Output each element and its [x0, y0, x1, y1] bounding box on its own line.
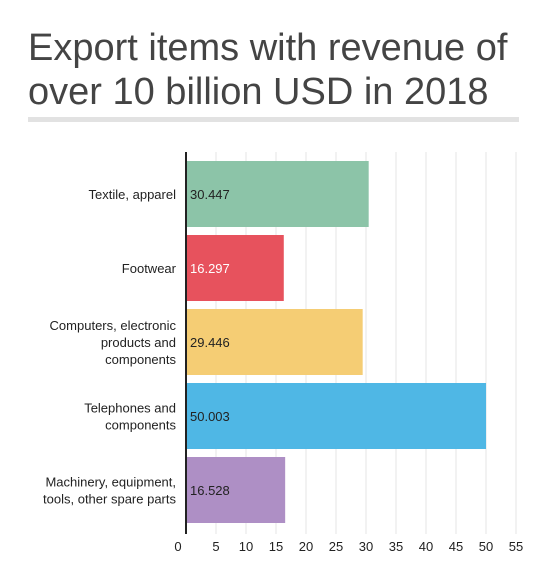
bar: [186, 235, 284, 301]
category-label: Computers, electronic products and compone…: [50, 318, 177, 367]
value-label: 29.446: [190, 335, 230, 350]
category-label: Telephones and components: [84, 401, 176, 433]
category-labels: Textile, apparel Footwear Computers, elect…: [43, 187, 177, 507]
x-tick-label: 20: [299, 539, 313, 554]
category-label: Footwear: [122, 261, 177, 276]
x-tick-label: 15: [269, 539, 283, 554]
x-tick-label: 50: [479, 539, 493, 554]
category-label-line: components: [105, 352, 176, 367]
bar: [186, 161, 369, 227]
x-tick-label: 45: [449, 539, 463, 554]
chart-title: Export items with revenue of over 10 bil…: [28, 27, 508, 113]
bar: [186, 457, 286, 523]
x-tick-label: 40: [419, 539, 433, 554]
x-tick-label: 10: [239, 539, 253, 554]
x-tick-label: 55: [509, 539, 523, 554]
x-tick-label: 30: [359, 539, 373, 554]
value-label: 16.297: [190, 261, 230, 276]
x-tick-label: 0: [174, 539, 181, 554]
category-label-line: tools, other spare parts: [43, 492, 176, 507]
category-label-line: products and: [101, 335, 176, 350]
category-label: Machinery, equipment, tools, other spare …: [43, 475, 176, 507]
value-label: 16.528: [190, 483, 230, 498]
bar: [186, 383, 487, 449]
title-divider: [28, 117, 519, 122]
category-label-line: Computers, electronic: [50, 318, 177, 333]
bars: [186, 161, 487, 523]
category-label-line: Textile, apparel: [89, 187, 177, 202]
category-label-line: Machinery, equipment,: [45, 475, 176, 490]
value-label: 30.447: [190, 187, 230, 202]
category-label-line: components: [105, 418, 176, 433]
category-label-line: Telephones and: [84, 401, 176, 416]
x-tick-label: 35: [389, 539, 403, 554]
category-label-line: Footwear: [122, 261, 177, 276]
bar: [186, 309, 363, 375]
value-label: 50.003: [190, 409, 230, 424]
category-label: Textile, apparel: [89, 187, 177, 202]
x-tick-label: 25: [329, 539, 343, 554]
x-tick-labels: 0 5 10 15 20 25 30 35 40 45 50 55: [174, 539, 523, 554]
value-labels: 30.447 16.297 29.446 50.003 16.528: [190, 187, 230, 498]
x-tick-label: 5: [212, 539, 219, 554]
